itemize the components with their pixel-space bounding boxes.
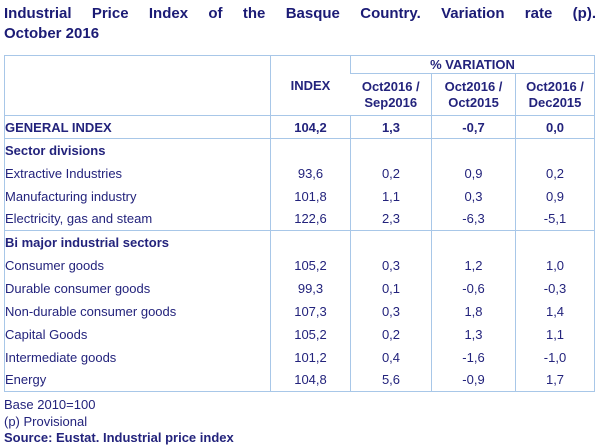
variation-ytd-value: -1,0 [514, 345, 595, 369]
page-title-line2: October 2016 [4, 25, 100, 42]
row-label: Electricity, gas and steam [4, 207, 271, 231]
table-row-extractive-industries: Extractive Industries 93,6 0,2 0,9 0,2 [5, 161, 595, 185]
table-footnotes: Base 2010=100 (p) Provisional Source: Eu… [4, 397, 597, 447]
variation-year-value: -1,6 [431, 345, 516, 369]
index-value: 93,6 [270, 161, 351, 185]
index-value: 104,8 [270, 368, 351, 392]
table-row-durable-consumer-goods: Durable consumer goods 99,3 0,1 -0,6 -0,… [5, 276, 595, 300]
variation-ytd-value: -5,1 [514, 207, 595, 231]
variation-year-value [431, 230, 516, 254]
index-value: 105,2 [270, 253, 351, 277]
variation-year-value: 0,9 [431, 161, 516, 185]
variation-month-value [350, 230, 432, 254]
variation-year-value [431, 138, 516, 162]
variation-year-value: 1,8 [431, 299, 516, 323]
variation-month-value: 0,4 [350, 345, 432, 369]
column-header-ytd: Oct2016 / Dec2015 [514, 73, 595, 116]
header-row-variation: INDEX % VARIATION [4, 55, 595, 116]
column-header-month-bottom: Sep2016 [364, 94, 418, 110]
footnote-source: Source: Eustat. Industrial price index [4, 430, 234, 445]
footnote-provisional: (p) Provisional [4, 413, 88, 429]
table-row-section-bi-major-sectors: Bi major industrial sectors [5, 230, 595, 254]
variation-year-value: 0,3 [431, 184, 516, 208]
index-value: 101,8 [270, 184, 351, 208]
page-title-line1: Industrial Price Index of the Basque Cou… [4, 5, 596, 22]
variation-year-value: -0,6 [431, 276, 516, 300]
variation-ytd-value [514, 230, 595, 254]
variation-group-header: % VARIATION [349, 55, 595, 74]
index-value: 107,3 [270, 299, 351, 323]
row-label: Consumer goods [5, 257, 104, 273]
section-label: Bi major industrial sectors [5, 234, 169, 250]
variation-month-value: 0,3 [350, 253, 432, 277]
variation-ytd-value: 1,0 [514, 253, 595, 277]
table-row-section-sector-divisions: Sector divisions [5, 138, 595, 162]
page-title: Industrial Price Index of the Basque Cou… [4, 4, 596, 44]
column-header-year: Oct2016 / Oct2015 [431, 73, 516, 116]
variation-ytd-value: 1,4 [514, 299, 595, 323]
index-value: 104,2 [270, 115, 351, 139]
row-label: Intermediate goods [5, 349, 117, 365]
row-label: Manufacturing industry [5, 188, 137, 204]
variation-ytd-value: 1,7 [514, 368, 595, 392]
variation-month-value: 5,6 [350, 368, 432, 392]
table-row-non-durable-consumer-goods: Non-durable consumer goods 107,3 0,3 1,8… [5, 299, 595, 323]
variation-month-value: 1,1 [350, 184, 432, 208]
variation-year-value: -0,9 [431, 368, 516, 392]
variation-ytd-value: 1,1 [514, 322, 595, 346]
row-label: Energy [5, 372, 47, 388]
variation-year-value: 1,3 [431, 322, 516, 346]
variation-ytd-value: 0,2 [514, 161, 595, 185]
section-label: Sector divisions [5, 142, 106, 158]
variation-month-value: 1,3 [350, 115, 432, 139]
column-header-month-top: Oct2016 / [361, 78, 420, 94]
index-value: 122,6 [270, 207, 351, 231]
column-header-month: Oct2016 / Sep2016 [350, 73, 432, 116]
column-header-ytd-top: Oct2016 / [526, 78, 584, 94]
variation-month-value: 0,2 [350, 161, 432, 185]
price-index-table: INDEX % VARIATION Oct2016 / Sep2016 Oct2… [4, 55, 596, 392]
index-value: 101,2 [270, 345, 351, 369]
variation-month-value: 2,3 [350, 207, 432, 231]
variation-ytd-value [514, 138, 595, 162]
variation-year-value: -0,7 [431, 115, 516, 139]
variation-month-value: 0,2 [350, 322, 432, 346]
table-row-electricity-gas-steam: Electricity, gas and steam 122,6 2,3 -6,… [4, 207, 595, 231]
variation-month-value: 0,1 [350, 276, 432, 300]
variation-ytd-value: -0,3 [514, 276, 595, 300]
table-row-intermediate-goods: Intermediate goods 101,2 0,4 -1,6 -1,0 [5, 345, 595, 369]
index-value: 105,2 [270, 322, 351, 346]
column-header-year-bottom: Oct2015 [448, 94, 499, 110]
table-row-general-index: GENERAL INDEX 104,2 1,3 -0,7 0,0 [4, 115, 595, 139]
header-row-periods: Oct2016 / Sep2016 Oct2016 / Oct2015 Oct2… [5, 73, 595, 116]
row-label: Non-durable consumer goods [5, 303, 177, 319]
variation-month-value: 0,3 [350, 299, 432, 323]
index-column-header: INDEX [270, 55, 351, 116]
footnote-base: Base 2010=100 [4, 397, 96, 412]
variation-year-value: 1,2 [431, 253, 516, 277]
variation-month-value [350, 138, 432, 162]
row-label: Durable consumer goods [5, 280, 151, 296]
variation-year-value: -6,3 [431, 207, 516, 231]
variation-ytd-value: 0,9 [514, 184, 595, 208]
table-row-manufacturing-industry: Manufacturing industry 101,8 1,1 0,3 0,9 [5, 184, 595, 208]
table-row-energy: Energy 104,8 5,6 -0,9 1,7 [5, 368, 595, 392]
index-value [270, 138, 351, 162]
variation-ytd-value: 0,0 [514, 115, 595, 139]
corner-cell [4, 55, 271, 116]
column-header-year-top: Oct2016 / [444, 78, 503, 94]
row-label: Capital Goods [5, 326, 88, 342]
column-header-ytd-bottom: Dec2015 [528, 94, 582, 110]
table-row-capital-goods: Capital Goods 105,2 0,2 1,3 1,1 [5, 322, 595, 346]
row-label: GENERAL INDEX [4, 115, 271, 139]
index-value: 99,3 [270, 276, 351, 300]
index-value [270, 230, 351, 254]
table-row-consumer-goods: Consumer goods 105,2 0,3 1,2 1,0 [5, 253, 595, 277]
row-label: Extractive Industries [5, 165, 123, 181]
